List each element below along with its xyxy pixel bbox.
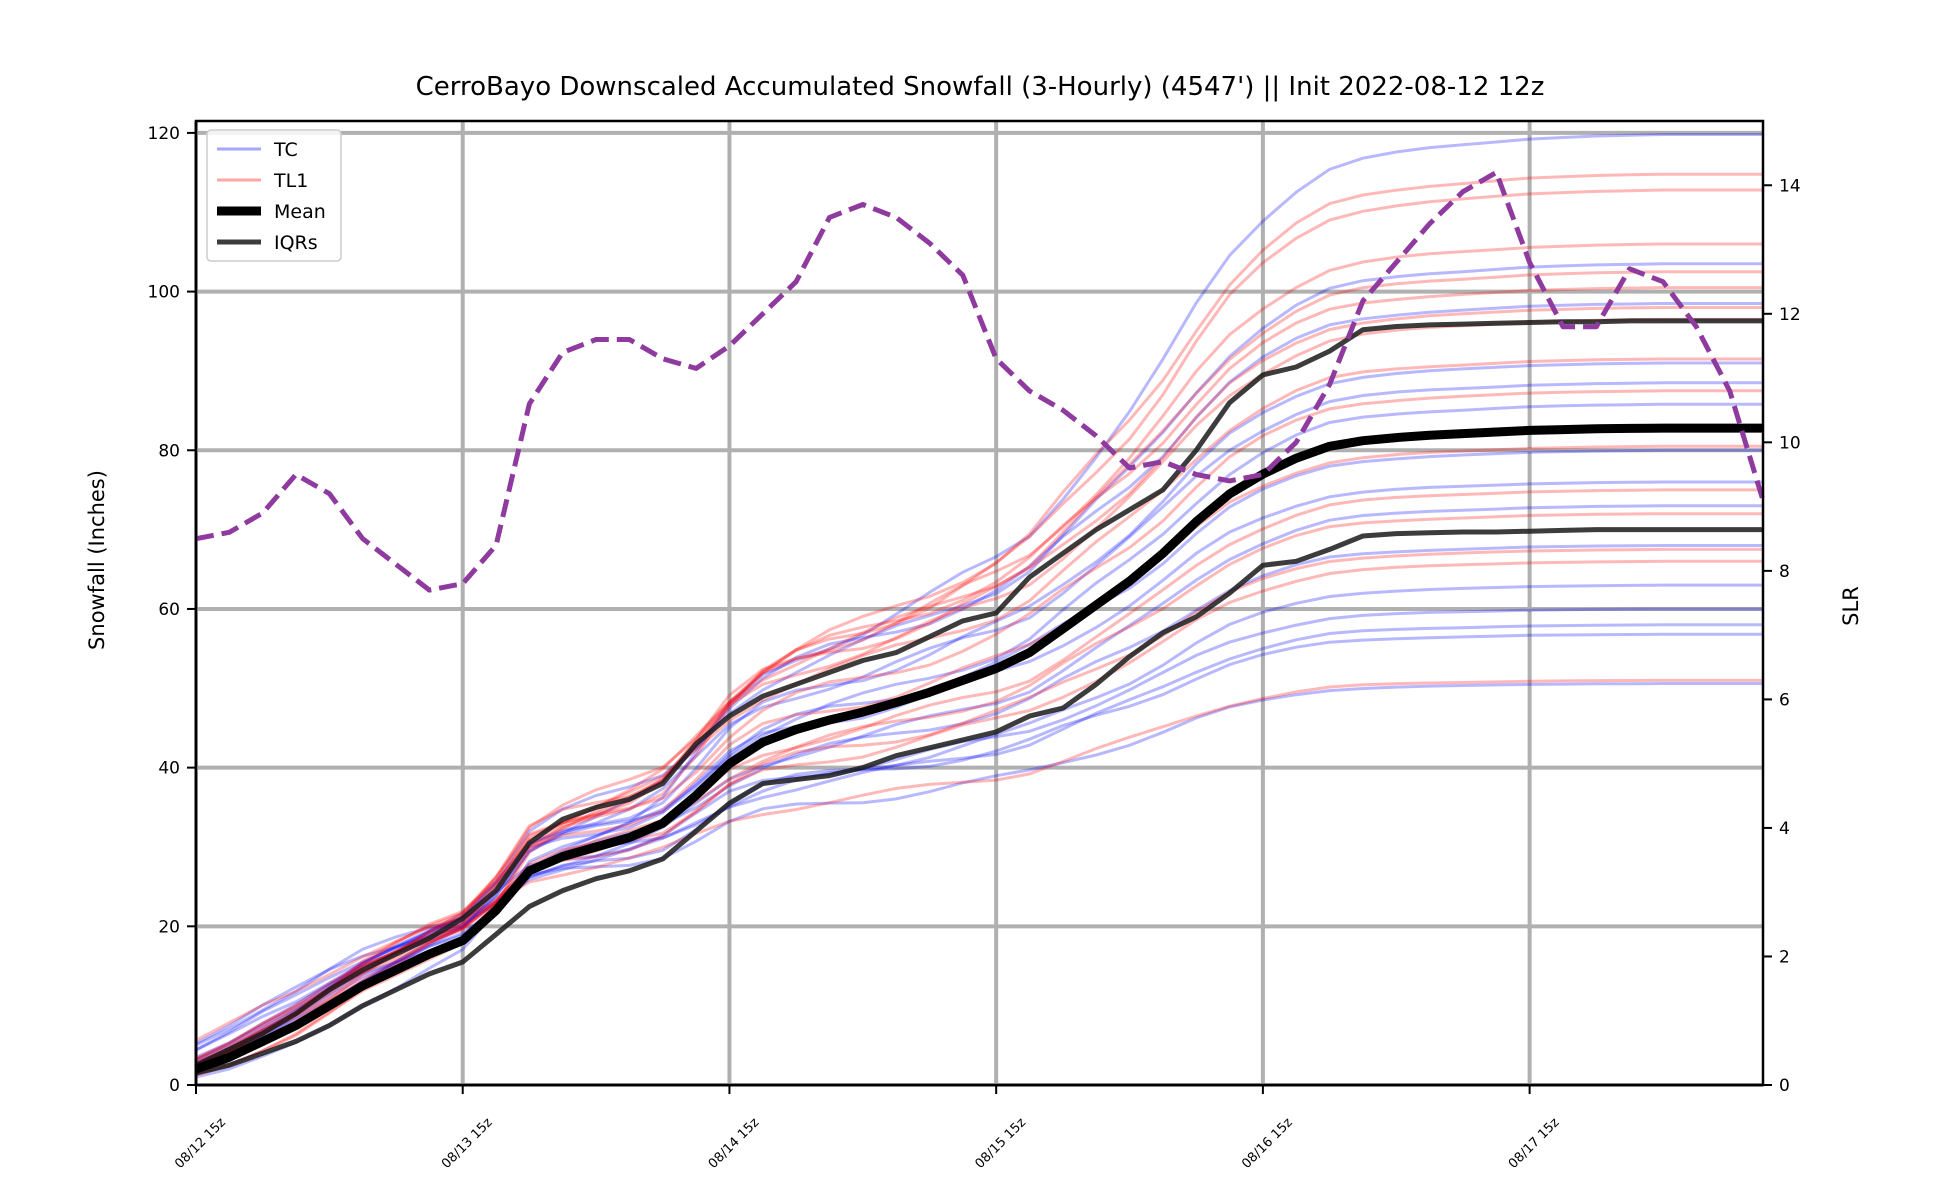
y2-tick-label: 10 [1779,433,1801,453]
y2-axis-label: SLR [1839,586,1863,626]
iqr-lower-line [195,527,1763,1076]
tl1-member-line [195,286,1763,1068]
x-tick-label: 08/14 15z [706,1115,763,1172]
y-tick-label: 80 [158,441,180,461]
tl1-member-line [195,357,1763,1065]
y-tick-label: 100 [148,283,180,303]
tl1-member-line [195,444,1763,1065]
slr-series [195,169,1766,593]
legend-label: TL1 [273,170,308,192]
tl1-member-line [195,547,1763,1060]
y-tick-label: 120 [148,124,180,144]
x-tick-label: 08/13 15z [439,1115,496,1172]
x-tick-label: 08/16 15z [1239,1115,1296,1172]
slr-line [195,169,1766,593]
y2-tick-label: 2 [1779,947,1790,967]
y-tick-label: 40 [158,759,180,779]
tc-member-line [195,448,1763,1065]
legend: TC TL1 Mean IQRs [206,129,342,262]
y2-tick-label: 12 [1779,305,1801,325]
x-tick-label: 08/12 15z [172,1115,229,1172]
tc-member-line [195,361,1763,1070]
y-axis-label: Snowfall (Inches) [85,470,109,650]
legend-label: TC [273,139,298,161]
y2-tick-label: 0 [1779,1076,1790,1096]
tl1-member-line [195,512,1763,1062]
y-tick-label: 60 [158,600,180,620]
axes-frame [194,119,1765,1087]
chart-title: CerroBayo Downscaled Accumulated Snowfal… [416,72,1545,102]
tc-member-line [195,544,1763,1059]
tc-member-line [195,504,1763,1066]
tc-member-line [195,402,1763,1070]
tl1-member-line [195,389,1763,1067]
tc-member-line [195,262,1763,1073]
x-tick-label: 08/15 15z [972,1115,1029,1172]
tl1-member-line [195,270,1763,1070]
y-tick-label: 20 [158,917,180,937]
x-tick-label: 08/17 15z [1506,1115,1563,1172]
tl1-member-line [195,559,1763,1061]
legend-label: Mean [274,201,326,223]
legend-box [206,129,342,262]
y2-tick-label: 14 [1779,176,1801,196]
axis-ticks: 0 20 40 60 80 100 120 0 2 4 6 8 10 12 14 08/12 15z 08/13… [148,124,1801,1172]
legend-label: IQRs [274,232,318,254]
y2-tick-label: 6 [1779,690,1790,710]
y2-tick-label: 4 [1779,819,1790,839]
tc-member-line [195,381,1763,1066]
mean-line [194,423,1763,1074]
tl1-member-line [195,242,1763,1073]
plot-frame [194,119,1765,1087]
tc-member-line [195,682,1763,1045]
y2-tick-label: 8 [1779,562,1790,582]
iqr-upper-line [194,318,1763,1068]
y-tick-label: 0 [169,1076,180,1096]
grid-lines [194,121,1763,1087]
tl1-member-line [195,488,1763,1066]
ensemble-statistics [194,318,1763,1076]
tc-member-line [195,133,1763,1079]
